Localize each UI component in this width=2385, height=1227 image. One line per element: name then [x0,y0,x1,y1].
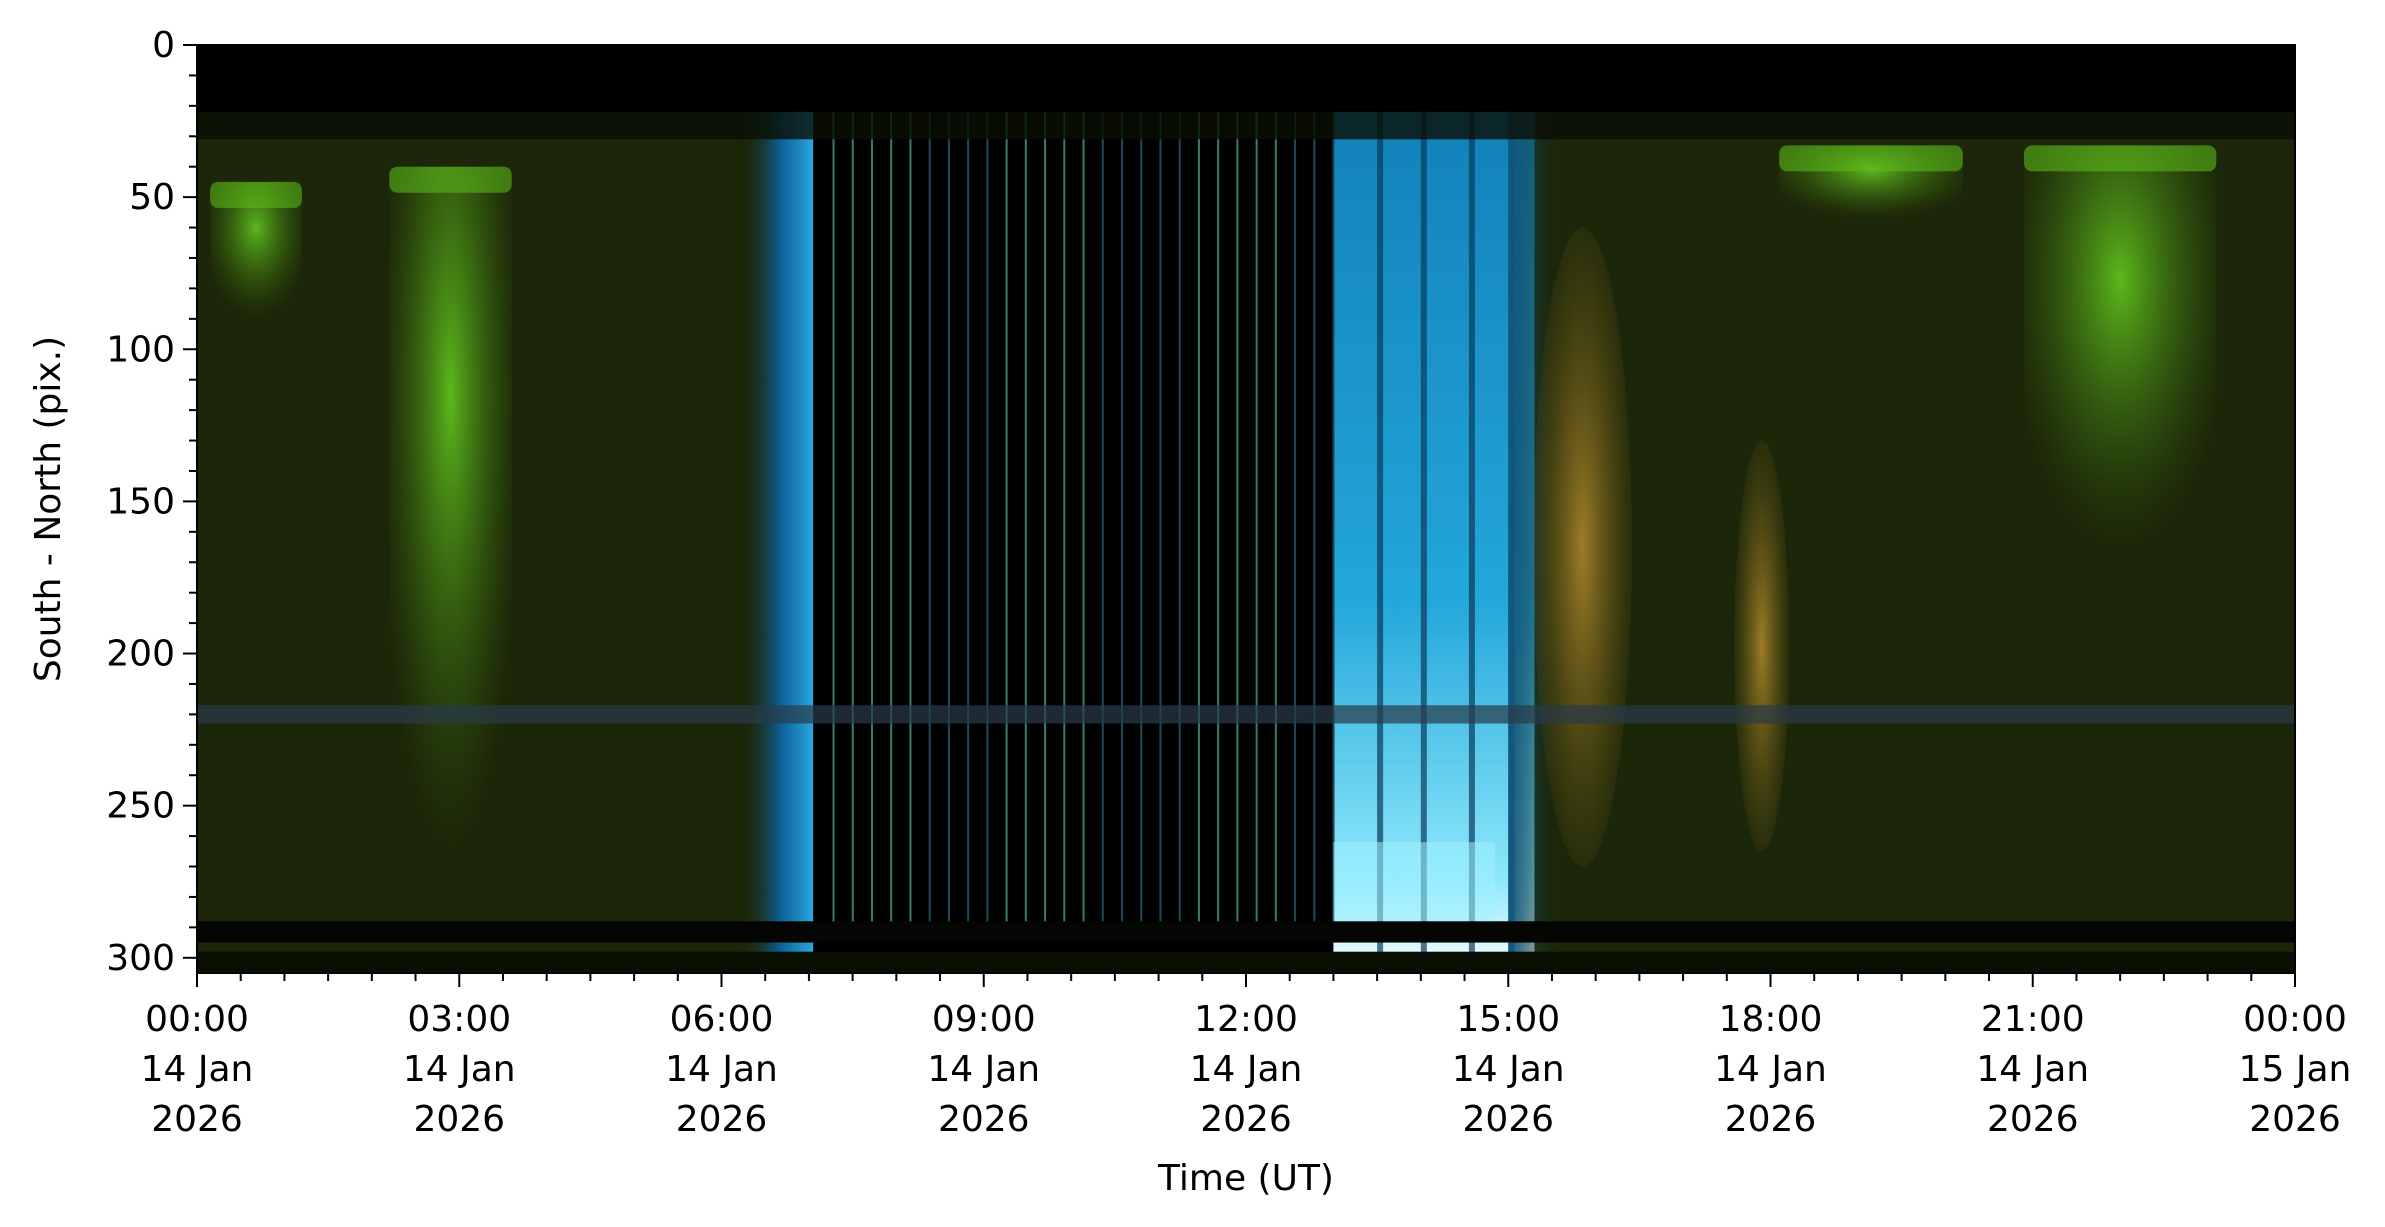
aurora-green-edge [1779,145,1963,172]
x-tick-label: 00:00 [2243,999,2347,1040]
x-tick-label: 14 Jan [1714,1049,1827,1090]
daylight-streak [851,111,854,934]
aurora-green-edge [210,181,302,208]
x-tick-label: 2026 [938,1099,1030,1140]
x-tick-label: 14 Jan [1190,1049,1303,1090]
aurora-green-edge [389,166,512,193]
x-tick-label: 21:00 [1981,999,2085,1040]
daylight-streak [1255,111,1258,934]
x-tick-label: 09:00 [932,999,1036,1040]
cyan-separator [1420,45,1427,973]
x-tick-label: 12:00 [1194,999,1298,1040]
daylight-streak [1197,111,1200,934]
daylight-streak [1082,111,1085,934]
aurora-yellow-patch [1734,440,1790,852]
x-tick-label: 15:00 [1456,999,1560,1040]
daylight-streak [947,111,950,934]
x-tick-label: 06:00 [670,999,774,1040]
bottom-horizon-band [197,921,2295,943]
aurora-green-patch [389,166,512,928]
daylight-streak [1101,111,1104,934]
x-tick-label: 2026 [1200,1099,1292,1140]
y-tick-label: 300 [106,938,175,979]
y-axis: 0 50 100 150 200 250 300 [106,25,197,979]
daylight-streak [967,111,970,934]
daylight-streak [1274,111,1277,934]
daylight-streak [870,111,873,934]
y-axis-label: South - North (pix.) [28,336,69,682]
daylight-streak [1159,111,1162,934]
aurora-green-edge [2024,145,2217,172]
daylight-streak [1313,111,1316,934]
x-tick-label: 14 Jan [403,1049,516,1090]
x-tick-label: 14 Jan [1976,1049,2089,1090]
region-twilight-blue [738,45,814,973]
daylight-streak [1024,111,1027,934]
x-axis: 00:00 14 Jan 2026 03:00 14 Jan 2026 06:00 14 Ja… [141,973,2352,1140]
y-tick-label: 0 [152,25,175,66]
x-tick-label: 14 Jan [927,1049,1040,1090]
daylight-streak [1178,111,1181,934]
aurora-yellow-patch [1533,227,1632,867]
y-tick-label: 200 [106,634,175,675]
keogram-image [197,45,2295,973]
daylight-streak [1217,111,1220,934]
x-tick-label: 2026 [413,1099,505,1140]
daylight-streak [1120,111,1123,934]
x-tick-label: 18:00 [1719,999,1823,1040]
x-tick-label: 2026 [1462,1099,1554,1140]
y-tick-label: 250 [106,786,175,827]
daylight-top [813,45,1334,112]
x-tick-label: 2026 [2249,1099,2341,1140]
x-tick-label: 2026 [676,1099,768,1140]
region-twilight-cyan [1333,45,1535,973]
x-tick-label: 2026 [1987,1099,2079,1140]
daylight-streak [986,111,989,934]
x-tick-label: 15 Jan [2239,1049,2352,1090]
x-tick-label: 14 Jan [665,1049,778,1090]
daylight-streak [890,111,893,934]
x-axis-label: Time (UT) [1157,1158,1334,1199]
x-tick-label: 2026 [151,1099,243,1140]
cyan-separator [1468,45,1475,973]
daylight-streak [1294,111,1297,934]
bottom-dark-band [197,951,2295,973]
x-tick-label: 00:00 [145,999,249,1040]
top-horizon-band [197,111,2295,140]
daylight-streak [1005,111,1008,934]
x-tick-label: 14 Jan [1452,1049,1565,1090]
y-tick-label: 50 [129,177,175,218]
x-tick-label: 03:00 [407,999,511,1040]
region-daylight-dark [813,45,1334,973]
daylight-streak [1140,111,1143,934]
y-tick-label: 100 [106,329,175,370]
mid-blue-band [197,705,2295,724]
daylight-streak [1236,111,1239,934]
y-tick-label: 150 [106,481,175,522]
daylight-streak [832,111,835,934]
daylight-streak [1332,111,1335,934]
daylight-streak [928,111,931,934]
aurora-green-patch [2024,145,2217,593]
x-tick-label: 2026 [1725,1099,1817,1140]
daylight-streak [1044,111,1047,934]
cyan-separator [1377,45,1384,973]
x-tick-label: 14 Jan [141,1049,254,1090]
daylight-streak [909,111,912,934]
cyan-bright-base [1333,842,1496,922]
daylight-streak [1063,111,1066,934]
